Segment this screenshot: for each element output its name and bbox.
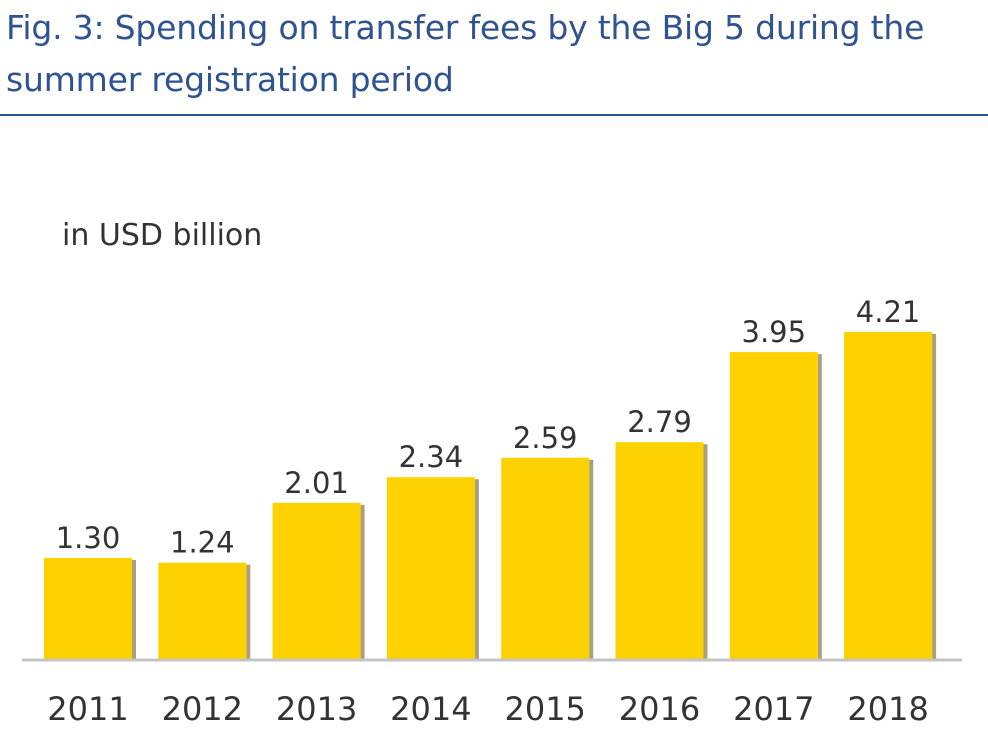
bar-2013 <box>272 502 361 659</box>
bar-2015 <box>501 457 590 659</box>
bar-shadow <box>703 444 708 659</box>
bar-shadow <box>360 504 365 659</box>
value-labels-group: 1.30 1.24 2.01 2.34 2.59 2.79 3.95 4.21 <box>56 295 921 560</box>
unit-label: in USD billion <box>62 218 263 253</box>
bar-2016 <box>615 442 704 659</box>
bar-2011 <box>44 557 132 659</box>
title-divider <box>0 114 988 116</box>
x-tick-label: 2016 <box>619 690 700 728</box>
bar-shadow <box>132 559 136 659</box>
bar-2017 <box>729 352 818 659</box>
x-tick-label: 2017 <box>733 690 814 728</box>
x-tick-label: 2012 <box>162 690 243 728</box>
x-tick-label: 2018 <box>847 690 928 728</box>
value-label: 4.21 <box>856 295 921 329</box>
x-tick-label: 2015 <box>504 690 585 728</box>
value-label: 3.95 <box>742 315 807 349</box>
value-label: 2.34 <box>399 440 464 474</box>
value-label: 1.30 <box>56 521 121 555</box>
value-label: 1.24 <box>170 526 235 560</box>
value-label: 2.79 <box>627 405 692 439</box>
chart-title: Fig. 3: Spending on transfer fees by the… <box>6 8 925 99</box>
bar-shadow <box>589 459 594 659</box>
bar-2014 <box>386 477 475 659</box>
bar-shadow <box>932 333 937 659</box>
bar-2018 <box>844 331 933 659</box>
bar-shadow <box>817 354 822 659</box>
x-tick-label: 2013 <box>276 690 357 728</box>
bar-shadow <box>474 479 479 659</box>
value-label: 2.01 <box>284 466 349 500</box>
x-tick-label: 2014 <box>390 690 471 728</box>
bars-group <box>44 331 937 659</box>
x-tick-labels-group: 2011 2012 2013 2014 2015 2016 2017 2018 <box>47 690 929 728</box>
bar-2012 <box>158 562 247 659</box>
bar-shadow <box>246 564 251 659</box>
x-tick-label: 2011 <box>47 690 128 728</box>
value-label: 2.59 <box>513 421 578 455</box>
